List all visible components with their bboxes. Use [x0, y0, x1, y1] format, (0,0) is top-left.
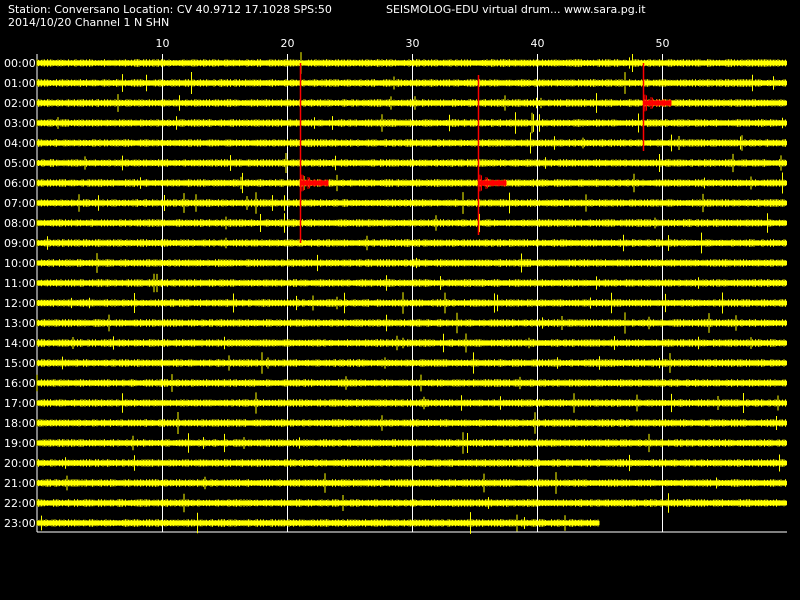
trace-noise — [36, 512, 599, 534]
row-label: 15:00 — [4, 357, 36, 370]
event-waveform-2 — [478, 174, 506, 192]
trace-noise — [36, 493, 786, 513]
trace-noise — [36, 153, 786, 173]
row-label: 08:00 — [4, 217, 36, 230]
trace-noise — [36, 192, 786, 214]
labels: 10 20 30 40 50 00:00 01:00 02:00 03:00 04:00 05:00… — [4, 37, 670, 530]
x-tick-label: 30 — [406, 37, 420, 50]
row-label: 11:00 — [4, 277, 36, 290]
trace-noise — [36, 472, 786, 494]
traces — [36, 52, 787, 534]
trace-noise — [36, 432, 786, 454]
row-label: 07:00 — [4, 197, 36, 210]
trace-noise — [36, 132, 786, 154]
credit-text: SEISMOLOG-EDU virtual drum... www.sara.p… — [386, 3, 646, 16]
row-label: 19:00 — [4, 437, 36, 450]
event-waveform-3 — [643, 94, 671, 112]
row-label: 21:00 — [4, 477, 36, 490]
trace-noise — [36, 412, 786, 434]
trace-noise — [36, 72, 786, 94]
events — [299, 63, 672, 243]
row-label: 17:00 — [4, 397, 36, 410]
row-label: 09:00 — [4, 237, 36, 250]
trace-noise — [36, 352, 786, 374]
trace-noise — [36, 52, 786, 74]
date-channel-info: 2014/10/20 Channel 1 N SHN — [8, 16, 170, 29]
row-label: 13:00 — [4, 317, 36, 330]
row-label: 12:00 — [4, 297, 36, 310]
x-tick-label: 40 — [531, 37, 545, 50]
row-label: 05:00 — [4, 157, 36, 170]
trace-noise — [36, 172, 786, 194]
trace-noise — [36, 112, 786, 134]
grid — [36, 54, 787, 533]
trace-noise — [36, 273, 786, 293]
row-label: 18:00 — [4, 417, 36, 430]
trace-noise — [36, 292, 786, 314]
trace-noise — [36, 213, 786, 233]
x-tick-label: 50 — [656, 37, 670, 50]
row-label: 20:00 — [4, 457, 36, 470]
row-label: 23:00 — [4, 517, 36, 530]
trace-noise — [36, 392, 786, 414]
trace-noise — [36, 253, 786, 273]
trace-noise — [36, 312, 786, 334]
row-label: 04:00 — [4, 137, 36, 150]
row-label: 06:00 — [4, 177, 36, 190]
row-label: 16:00 — [4, 377, 36, 390]
event-waveform-1 — [300, 174, 328, 192]
trace-noise — [36, 454, 786, 472]
trace-noise — [36, 333, 786, 353]
row-label: 01:00 — [4, 77, 36, 90]
station-info: Station: Conversano Location: CV 40.9712… — [8, 3, 332, 16]
row-label: 03:00 — [4, 117, 36, 130]
row-label: 10:00 — [4, 257, 36, 270]
row-label: 02:00 — [4, 97, 36, 110]
row-label: 14:00 — [4, 337, 36, 350]
trace-noise — [36, 93, 786, 113]
row-label: 00:00 — [4, 57, 36, 70]
trace-noise — [36, 232, 786, 254]
trace-noise — [36, 374, 786, 392]
x-tick-label: 20 — [281, 37, 295, 50]
x-tick-label: 10 — [156, 37, 170, 50]
row-label: 22:00 — [4, 497, 36, 510]
